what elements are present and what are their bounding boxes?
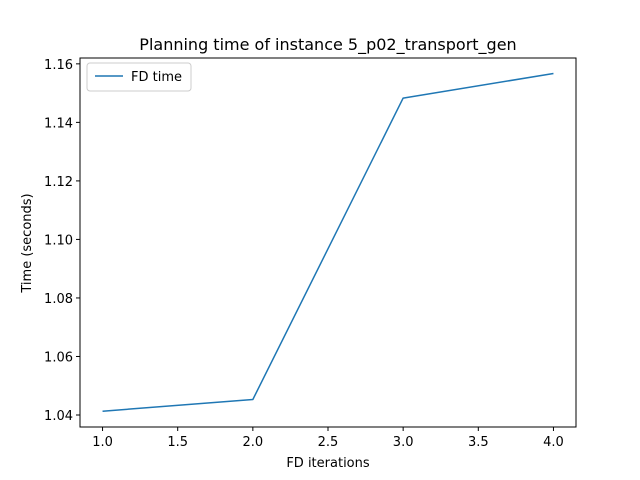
x-tick-label: 1.0 xyxy=(92,435,113,450)
chart-title: Planning time of instance 5_p02_transpor… xyxy=(139,35,516,55)
y-tick-label: 1.08 xyxy=(44,292,73,307)
y-tick-label: 1.04 xyxy=(44,409,73,424)
y-tick-label: 1.12 xyxy=(44,175,73,190)
plot-frame xyxy=(79,57,577,428)
x-tick-label: 4.0 xyxy=(543,435,564,450)
y-axis-label: Time (seconds) xyxy=(20,193,35,293)
x-axis-label: FD iterations xyxy=(286,456,370,471)
series-line-fd-time xyxy=(102,72,554,412)
y-tick-label: 1.14 xyxy=(44,116,73,131)
y-tick-label: 1.06 xyxy=(44,350,73,365)
x-tick-label: 3.0 xyxy=(393,435,414,450)
legend: FD time xyxy=(86,62,192,92)
series-layer xyxy=(102,72,554,412)
y-tick-label: 1.16 xyxy=(44,58,73,73)
legend-box xyxy=(86,62,192,92)
x-tick-label: 2.0 xyxy=(243,435,264,450)
y-tick-label: 1.10 xyxy=(44,233,73,248)
y-axis-ticks: 1.04 1.06 1.08 1.10 1.12 1.14 1.16 xyxy=(44,58,80,424)
x-axis-ticks: 1.0 1.5 2.0 2.5 3.0 3.5 4.0 xyxy=(92,427,564,450)
legend-label-fd-time: FD time xyxy=(131,70,182,85)
x-tick-label: 2.5 xyxy=(318,435,339,450)
x-tick-label: 1.5 xyxy=(167,435,188,450)
x-tick-label: 3.5 xyxy=(468,435,489,450)
